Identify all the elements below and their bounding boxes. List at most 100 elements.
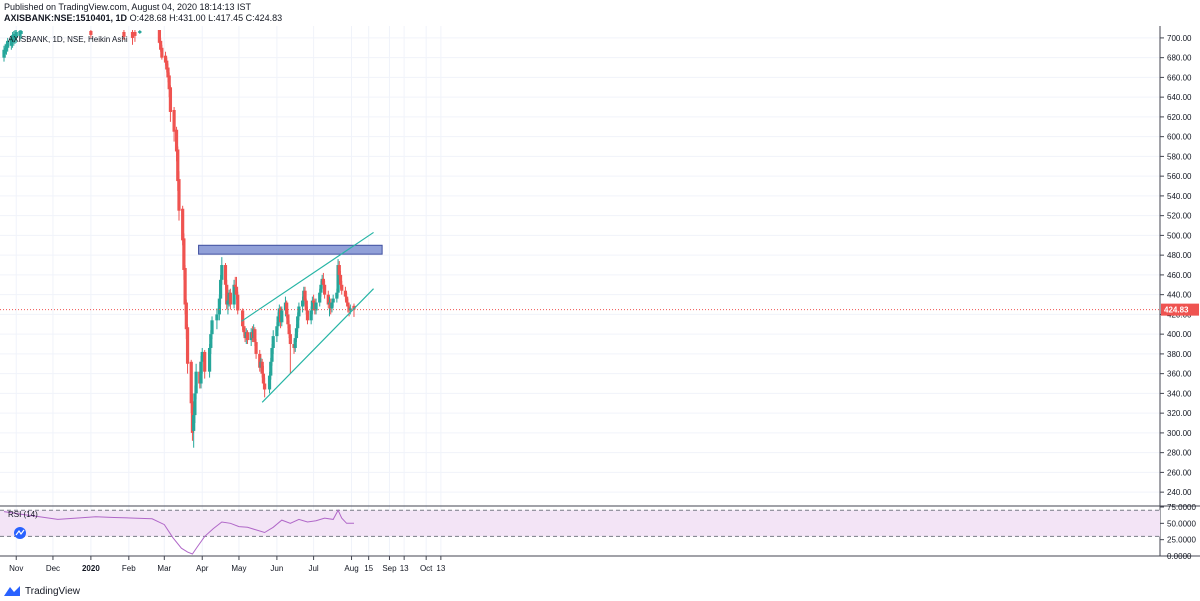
resistance-zone[interactable] (198, 244, 383, 255)
candle-body (166, 67, 170, 78)
price-tick-label: 640.00 (1167, 93, 1192, 102)
published-caption: Published on TradingView.com, August 04,… (4, 2, 252, 12)
candle-down (323, 280, 327, 299)
candle-body (225, 284, 229, 305)
candle-body (275, 326, 279, 337)
candle-down (168, 85, 173, 122)
candle-body (314, 302, 318, 311)
candle-up (19, 30, 23, 39)
time-tick-label: Nov (9, 564, 23, 573)
price-tick-label: 520.00 (1167, 212, 1192, 221)
candle-body (182, 238, 186, 270)
candle-body (4, 44, 9, 51)
rsi-axis[interactable]: 75.0000 50.0000 25.0000 0.0000 (1160, 503, 1196, 561)
candle-up (314, 298, 318, 315)
candle-body (346, 302, 350, 307)
time-tick-label: Feb (122, 564, 136, 573)
candle-body (207, 347, 212, 372)
symbol-ohlc-line: AXISBANK:NSE:1510401, 1D O:428.68 H:431.… (4, 13, 282, 24)
rsi-band (0, 510, 1160, 537)
candle-down (258, 349, 262, 372)
candle-up (207, 344, 212, 378)
candle-body (296, 316, 300, 329)
tradingview-logo-icon (4, 586, 20, 596)
candle-body (174, 129, 179, 152)
candle-body (185, 327, 190, 364)
candle-body (181, 208, 185, 241)
candle-body (287, 324, 291, 335)
candle-down (172, 107, 176, 142)
price-tick-label: 240.00 (1167, 488, 1192, 497)
candle-body (183, 267, 187, 305)
candle-body (199, 361, 203, 384)
upper-trendline[interactable] (241, 231, 374, 322)
candle-body (304, 300, 308, 311)
price-tick-label: 540.00 (1167, 192, 1192, 201)
candle-body (286, 314, 290, 325)
time-tick-label: Dec (46, 564, 60, 573)
price-axis[interactable]: 700.00 680.00 660.00 640.00 620.00 600.00 580.… (1160, 34, 1192, 497)
candle-body (236, 294, 240, 311)
candle-up (297, 302, 301, 321)
candle-body (189, 361, 193, 404)
time-axis[interactable]: Nov Dec 2020 Feb Mar Apr May Jun Jul Aug 15 Sep 13 Oc… (9, 556, 446, 573)
candle-body (89, 30, 93, 35)
candle-body (210, 320, 214, 335)
candle-body (217, 298, 221, 315)
price-tick-label: 580.00 (1167, 152, 1192, 161)
candle-body (176, 149, 180, 182)
candle-body (203, 351, 207, 372)
candle-body (285, 302, 289, 315)
footer-brand: TradingView (25, 585, 81, 597)
candle-up (14, 30, 18, 43)
candle-body (263, 383, 267, 390)
candles (2, 30, 356, 448)
candle-body (19, 30, 23, 34)
candle-down (89, 30, 93, 38)
candle-body (254, 342, 258, 354)
candle-body (226, 300, 230, 305)
candle-up (331, 294, 335, 307)
price-tick-label: 660.00 (1167, 73, 1192, 82)
candle-body (340, 284, 344, 291)
candle-body (194, 371, 198, 394)
lower-trendline[interactable] (261, 288, 374, 403)
candle-body (348, 308, 352, 311)
candle-down (236, 291, 240, 315)
price-tick-label: 400.00 (1167, 330, 1192, 339)
price-tick-label: 700.00 (1167, 34, 1192, 43)
candle-body (260, 361, 264, 374)
candle-body (309, 310, 313, 321)
candle-up (280, 306, 284, 327)
candle-up (210, 316, 214, 340)
time-tick-label: Sep (382, 564, 397, 573)
candle-body (223, 265, 228, 285)
rsi-tick-label: 25.0000 (1167, 536, 1196, 545)
price-tick-label: 480.00 (1167, 251, 1192, 260)
candle-down (203, 349, 207, 379)
candle-up (6, 37, 10, 52)
candle-body (276, 316, 280, 327)
candle-body (311, 300, 316, 303)
candle-body (165, 60, 169, 70)
candle-body (200, 351, 204, 362)
price-tick-label: 620.00 (1167, 113, 1192, 122)
rsi-tick-label: 0.0000 (1167, 552, 1192, 561)
candle-up (220, 257, 224, 285)
candle-body (326, 294, 330, 305)
candle-body (159, 40, 163, 50)
candle-down (122, 30, 126, 40)
candle-body (294, 328, 299, 339)
candle-down (288, 330, 292, 374)
candle-body (310, 300, 314, 311)
candle-body (253, 329, 257, 343)
candle-down (185, 324, 190, 374)
rsi-tick-label: 50.0000 (1167, 519, 1196, 528)
price-tick-label: 340.00 (1167, 389, 1192, 398)
candle-body (280, 310, 284, 323)
candle-down (177, 171, 181, 221)
candle-body (270, 347, 274, 362)
candle-body (233, 284, 237, 287)
chart-canvas[interactable]: 700.00 680.00 660.00 640.00 620.00 600.00 580.… (0, 26, 1200, 583)
candle-body (321, 278, 325, 285)
